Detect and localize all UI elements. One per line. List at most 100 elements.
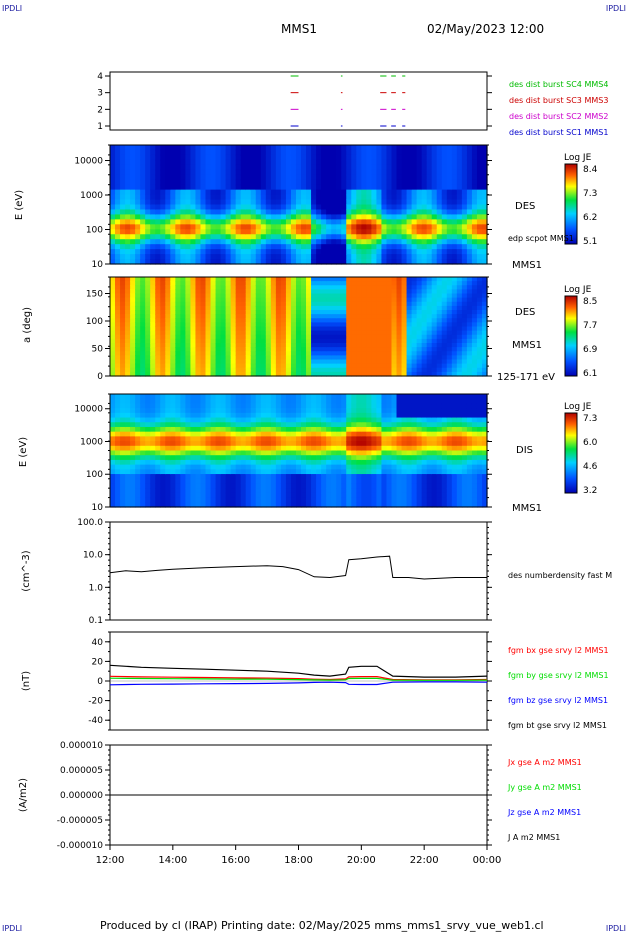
panel-3-pixel bbox=[125, 502, 131, 508]
panel-2-pixel bbox=[386, 334, 393, 340]
panel-3-pixel bbox=[280, 450, 287, 456]
panel-2-pixel bbox=[185, 301, 192, 307]
panel-3-pixel bbox=[210, 417, 217, 423]
panel-2-pixel bbox=[316, 343, 322, 348]
panel-3-pixel bbox=[235, 450, 242, 456]
panel-3-pixel bbox=[331, 459, 337, 466]
panel-3-pixel bbox=[265, 394, 272, 400]
panel-1-pixel bbox=[391, 249, 398, 255]
panel-1-pixel bbox=[275, 234, 282, 240]
panel-3-pixel bbox=[175, 474, 181, 480]
panel-1-pixel bbox=[381, 179, 388, 186]
panel-2-pixel bbox=[260, 363, 267, 369]
panel-1-pixel bbox=[476, 149, 483, 156]
panel-1-pixel bbox=[416, 189, 423, 196]
panel-3-pixel bbox=[285, 502, 292, 508]
panel-2-pixel bbox=[240, 371, 247, 377]
panel-1-pixel bbox=[356, 169, 362, 176]
panel-2-pixel bbox=[190, 338, 197, 344]
panel-2-pixel bbox=[381, 277, 388, 282]
panel-1-pixel bbox=[426, 239, 433, 245]
panel-2-pixel bbox=[115, 293, 121, 299]
panel-3-pixel bbox=[295, 455, 302, 461]
panel-2-pixel bbox=[265, 314, 272, 319]
panel-3-pixel bbox=[295, 469, 302, 475]
panel-2-pixel bbox=[140, 301, 146, 307]
panel-2-pixel bbox=[391, 338, 398, 344]
panel-2-pixel bbox=[140, 281, 146, 286]
panel-2-pixel bbox=[396, 310, 403, 315]
panel-3-pixel bbox=[185, 478, 192, 485]
panel-1-pixel bbox=[220, 169, 227, 176]
panel-2-pixel bbox=[180, 297, 186, 303]
panel-2-pixel bbox=[110, 347, 116, 352]
panel-2-pixel bbox=[396, 322, 403, 328]
panel-1-pixel bbox=[431, 244, 438, 250]
panel-2-pixel bbox=[110, 297, 116, 303]
panel-1-pixel bbox=[125, 199, 131, 206]
panel-1-pixel bbox=[441, 184, 448, 191]
panel-2-pixel bbox=[145, 277, 151, 282]
panel-3-pixel bbox=[341, 441, 347, 447]
panel-2-pixel bbox=[346, 330, 352, 336]
panel-1-pixel bbox=[351, 234, 357, 240]
panel-2-pixel bbox=[301, 305, 307, 311]
panel-1-pixel bbox=[336, 189, 342, 196]
panel-1-ytick-label: 10000 bbox=[74, 157, 103, 167]
panel-1-pixel bbox=[336, 169, 342, 176]
panel-3-pixel bbox=[341, 398, 347, 405]
panel-1-pixel bbox=[401, 199, 408, 206]
panel-1-pixel bbox=[311, 179, 317, 186]
panel-3-pixel bbox=[210, 497, 217, 503]
panel-3-pixel bbox=[180, 412, 186, 419]
panel-1-pixel bbox=[431, 254, 438, 260]
panel-2-pixel bbox=[481, 305, 488, 311]
panel-1-pixel bbox=[225, 189, 232, 196]
panel-2-pixel bbox=[371, 363, 378, 369]
panel-3-pixel bbox=[255, 497, 262, 503]
panel-2-pixel bbox=[175, 301, 181, 307]
panel-1-pixel bbox=[466, 189, 473, 196]
panel-3-pixel bbox=[130, 436, 136, 442]
panel-1-pixel bbox=[170, 204, 176, 211]
panel-3-pixel bbox=[240, 469, 247, 475]
panel-2-pixel bbox=[346, 281, 352, 286]
panel-1-pixel bbox=[245, 199, 252, 206]
panel-3-pixel bbox=[210, 464, 217, 470]
panel-1-pixel bbox=[481, 184, 488, 191]
panel-1-pixel bbox=[471, 224, 478, 230]
panel-2-pixel bbox=[290, 351, 297, 356]
panel-1-pixel bbox=[431, 179, 438, 186]
panel-1-pixel bbox=[200, 229, 207, 235]
panel-2-pixel bbox=[306, 310, 312, 315]
panel-2-pixel bbox=[471, 281, 478, 286]
panel-2-pixel bbox=[466, 363, 473, 369]
panel-3-pixel bbox=[150, 464, 156, 470]
panel-2-pixel bbox=[426, 285, 433, 290]
panel-2-pixel bbox=[295, 305, 302, 311]
panel-1-pixel bbox=[275, 229, 282, 235]
panel-1-pixel bbox=[411, 254, 418, 260]
panel-2-pixel bbox=[361, 285, 367, 290]
panel-2-pixel bbox=[396, 314, 403, 319]
panel-3-pixel bbox=[361, 431, 367, 437]
panel-2-pixel bbox=[140, 326, 146, 332]
panel-1-pixel bbox=[371, 174, 378, 181]
panel-1-pixel bbox=[341, 224, 347, 230]
panel-2-pixel bbox=[200, 310, 207, 315]
panel-2-pixel bbox=[260, 343, 267, 348]
panel-1-pixel bbox=[115, 189, 121, 196]
panel-1-pixel bbox=[200, 154, 207, 161]
panel-3-pixel bbox=[215, 474, 222, 480]
panel-1-pixel bbox=[280, 149, 287, 156]
panel-1-pixel bbox=[265, 169, 272, 176]
panel-2-pixel bbox=[451, 330, 458, 336]
panel-2-pixel bbox=[406, 297, 413, 303]
panel-3-pixel bbox=[185, 474, 192, 480]
panel-2-pixel bbox=[456, 359, 463, 365]
panel-1-pixel bbox=[200, 224, 207, 230]
panel-1-pixel bbox=[356, 214, 362, 220]
panel-1-pixel bbox=[140, 214, 146, 220]
panel-1-pixel bbox=[306, 214, 312, 220]
panel-3-pixel bbox=[295, 436, 302, 442]
